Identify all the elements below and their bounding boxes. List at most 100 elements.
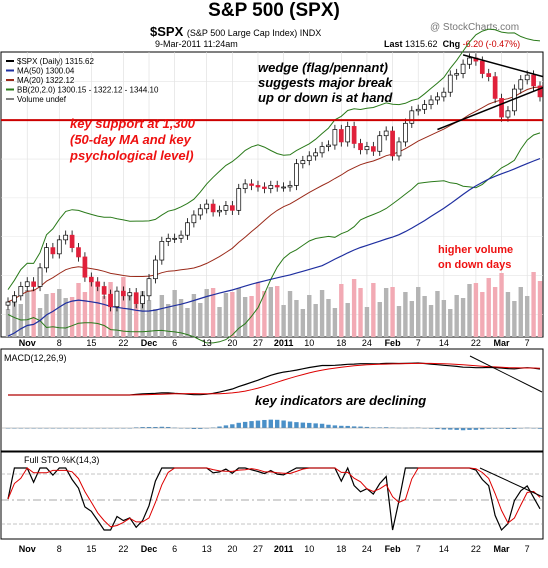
candle-body: [460, 63, 466, 74]
volume-bar: [441, 300, 447, 337]
candle-body: [345, 126, 351, 143]
candle-body: [294, 163, 299, 186]
volume-bar: [454, 295, 459, 337]
volume-bar: [422, 296, 427, 337]
macd-hist-bar: [166, 426, 171, 428]
macd-hist-bar: [537, 428, 543, 429]
candle-body: [217, 209, 222, 213]
macd-hist-bar: [332, 425, 338, 428]
candle-body: [447, 74, 453, 93]
volume-bar: [5, 309, 11, 337]
x-tick-label: 18: [336, 338, 346, 348]
macd-hist-bar: [281, 420, 286, 428]
x-tick-label: 22: [118, 544, 128, 554]
macd-signal-line: [8, 362, 541, 396]
candle-body: [133, 292, 139, 304]
x-tick-label: 13: [202, 544, 212, 554]
macd-hist-bar: [255, 420, 261, 428]
volume-bar: [537, 281, 543, 337]
x-tick-label: 6: [172, 338, 177, 348]
ma20-line: [7, 86, 541, 303]
candle-body: [364, 146, 370, 151]
macd-hist-bar: [242, 421, 248, 428]
candle-body: [172, 237, 178, 240]
x-tick-label: 14: [439, 544, 449, 554]
volume-bar: [390, 287, 395, 337]
volume-bar: [57, 289, 62, 337]
x-tick-label: 2011: [274, 544, 294, 554]
x-tick-label: 8: [57, 338, 62, 348]
x-tick-label: 15: [86, 338, 96, 348]
watermark: @ StockCharts.com: [430, 22, 520, 33]
legend-entry: MA(20) 1322.12: [17, 76, 75, 85]
candle-body: [319, 146, 325, 154]
candle-body: [114, 290, 120, 308]
volume-bar: [499, 273, 504, 337]
volume-bar: [467, 284, 472, 337]
candle-body: [531, 74, 536, 87]
candle-body: [249, 183, 254, 186]
macd-hist-bar: [249, 421, 254, 428]
macd-hist-bar: [358, 426, 363, 428]
candle-body: [281, 186, 286, 189]
volume-bar: [518, 287, 523, 337]
macd-hist-bar: [319, 423, 325, 428]
bollinger-upper: [7, 28, 541, 290]
annotation-volume: higher volume: [438, 244, 513, 256]
sto-label: Full STO %K(14,3): [24, 455, 99, 465]
volume-bar: [409, 301, 415, 337]
x-tick-label: Mar: [494, 544, 511, 554]
x-tick-label: 10: [304, 338, 314, 348]
annotation-indicators: key indicators are declining: [255, 393, 426, 408]
candle-body: [191, 214, 197, 224]
volume-bars: [5, 272, 543, 337]
candle-body: [50, 247, 56, 255]
candle-body: [88, 276, 94, 283]
macd-hist-bar: [223, 425, 229, 428]
macd-hist-bar: [313, 423, 318, 428]
candle-body: [63, 234, 69, 241]
x-tick-label: 10: [304, 544, 314, 554]
macd-hist-bar: [473, 428, 479, 430]
sto-trendline: [479, 467, 544, 498]
candle-body: [268, 185, 274, 189]
macd-label: MACD(12,26,9): [4, 353, 67, 363]
x-tick-label: 14: [439, 338, 449, 348]
candle-body: [140, 295, 145, 304]
volume-bar: [307, 295, 312, 337]
volume-bar: [371, 283, 376, 337]
symbol-label: $SPX (S&P 500 Large Cap Index) INDX: [150, 24, 321, 39]
candle-body: [537, 85, 543, 98]
volume-bar: [217, 307, 222, 337]
volume-bar: [101, 296, 107, 337]
macd-hist-bar: [480, 428, 485, 430]
candle-body: [390, 130, 395, 157]
candle-body: [255, 185, 261, 188]
candle-body: [95, 281, 101, 287]
chart-title: S&P 500 (SPX): [208, 0, 340, 21]
last-label: Last: [384, 39, 403, 49]
macd-hist-bar: [364, 426, 370, 428]
macd-hist-bar: [185, 428, 190, 429]
x-tick-label: 7: [416, 544, 421, 554]
candle-body: [518, 79, 524, 90]
volume-bar: [448, 309, 453, 337]
volume-bar: [275, 286, 280, 337]
macd-hist-bar: [454, 428, 459, 430]
macd-hist-bar: [268, 419, 273, 428]
candle-body: [492, 76, 498, 99]
macd-hist-bar: [262, 419, 267, 428]
volume-bar: [287, 291, 293, 337]
macd-histogram: [5, 419, 543, 431]
macd-hist-bar: [275, 419, 280, 428]
candle-body: [165, 237, 171, 242]
candle-body: [18, 286, 24, 297]
volume-bar: [204, 289, 209, 337]
annotation-wedge: suggests major break: [258, 75, 393, 90]
candle-body: [441, 91, 447, 98]
volume-bar: [505, 292, 511, 337]
sto-d-line: [7, 467, 541, 528]
candle-body: [409, 110, 415, 124]
candle-body: [479, 60, 485, 74]
